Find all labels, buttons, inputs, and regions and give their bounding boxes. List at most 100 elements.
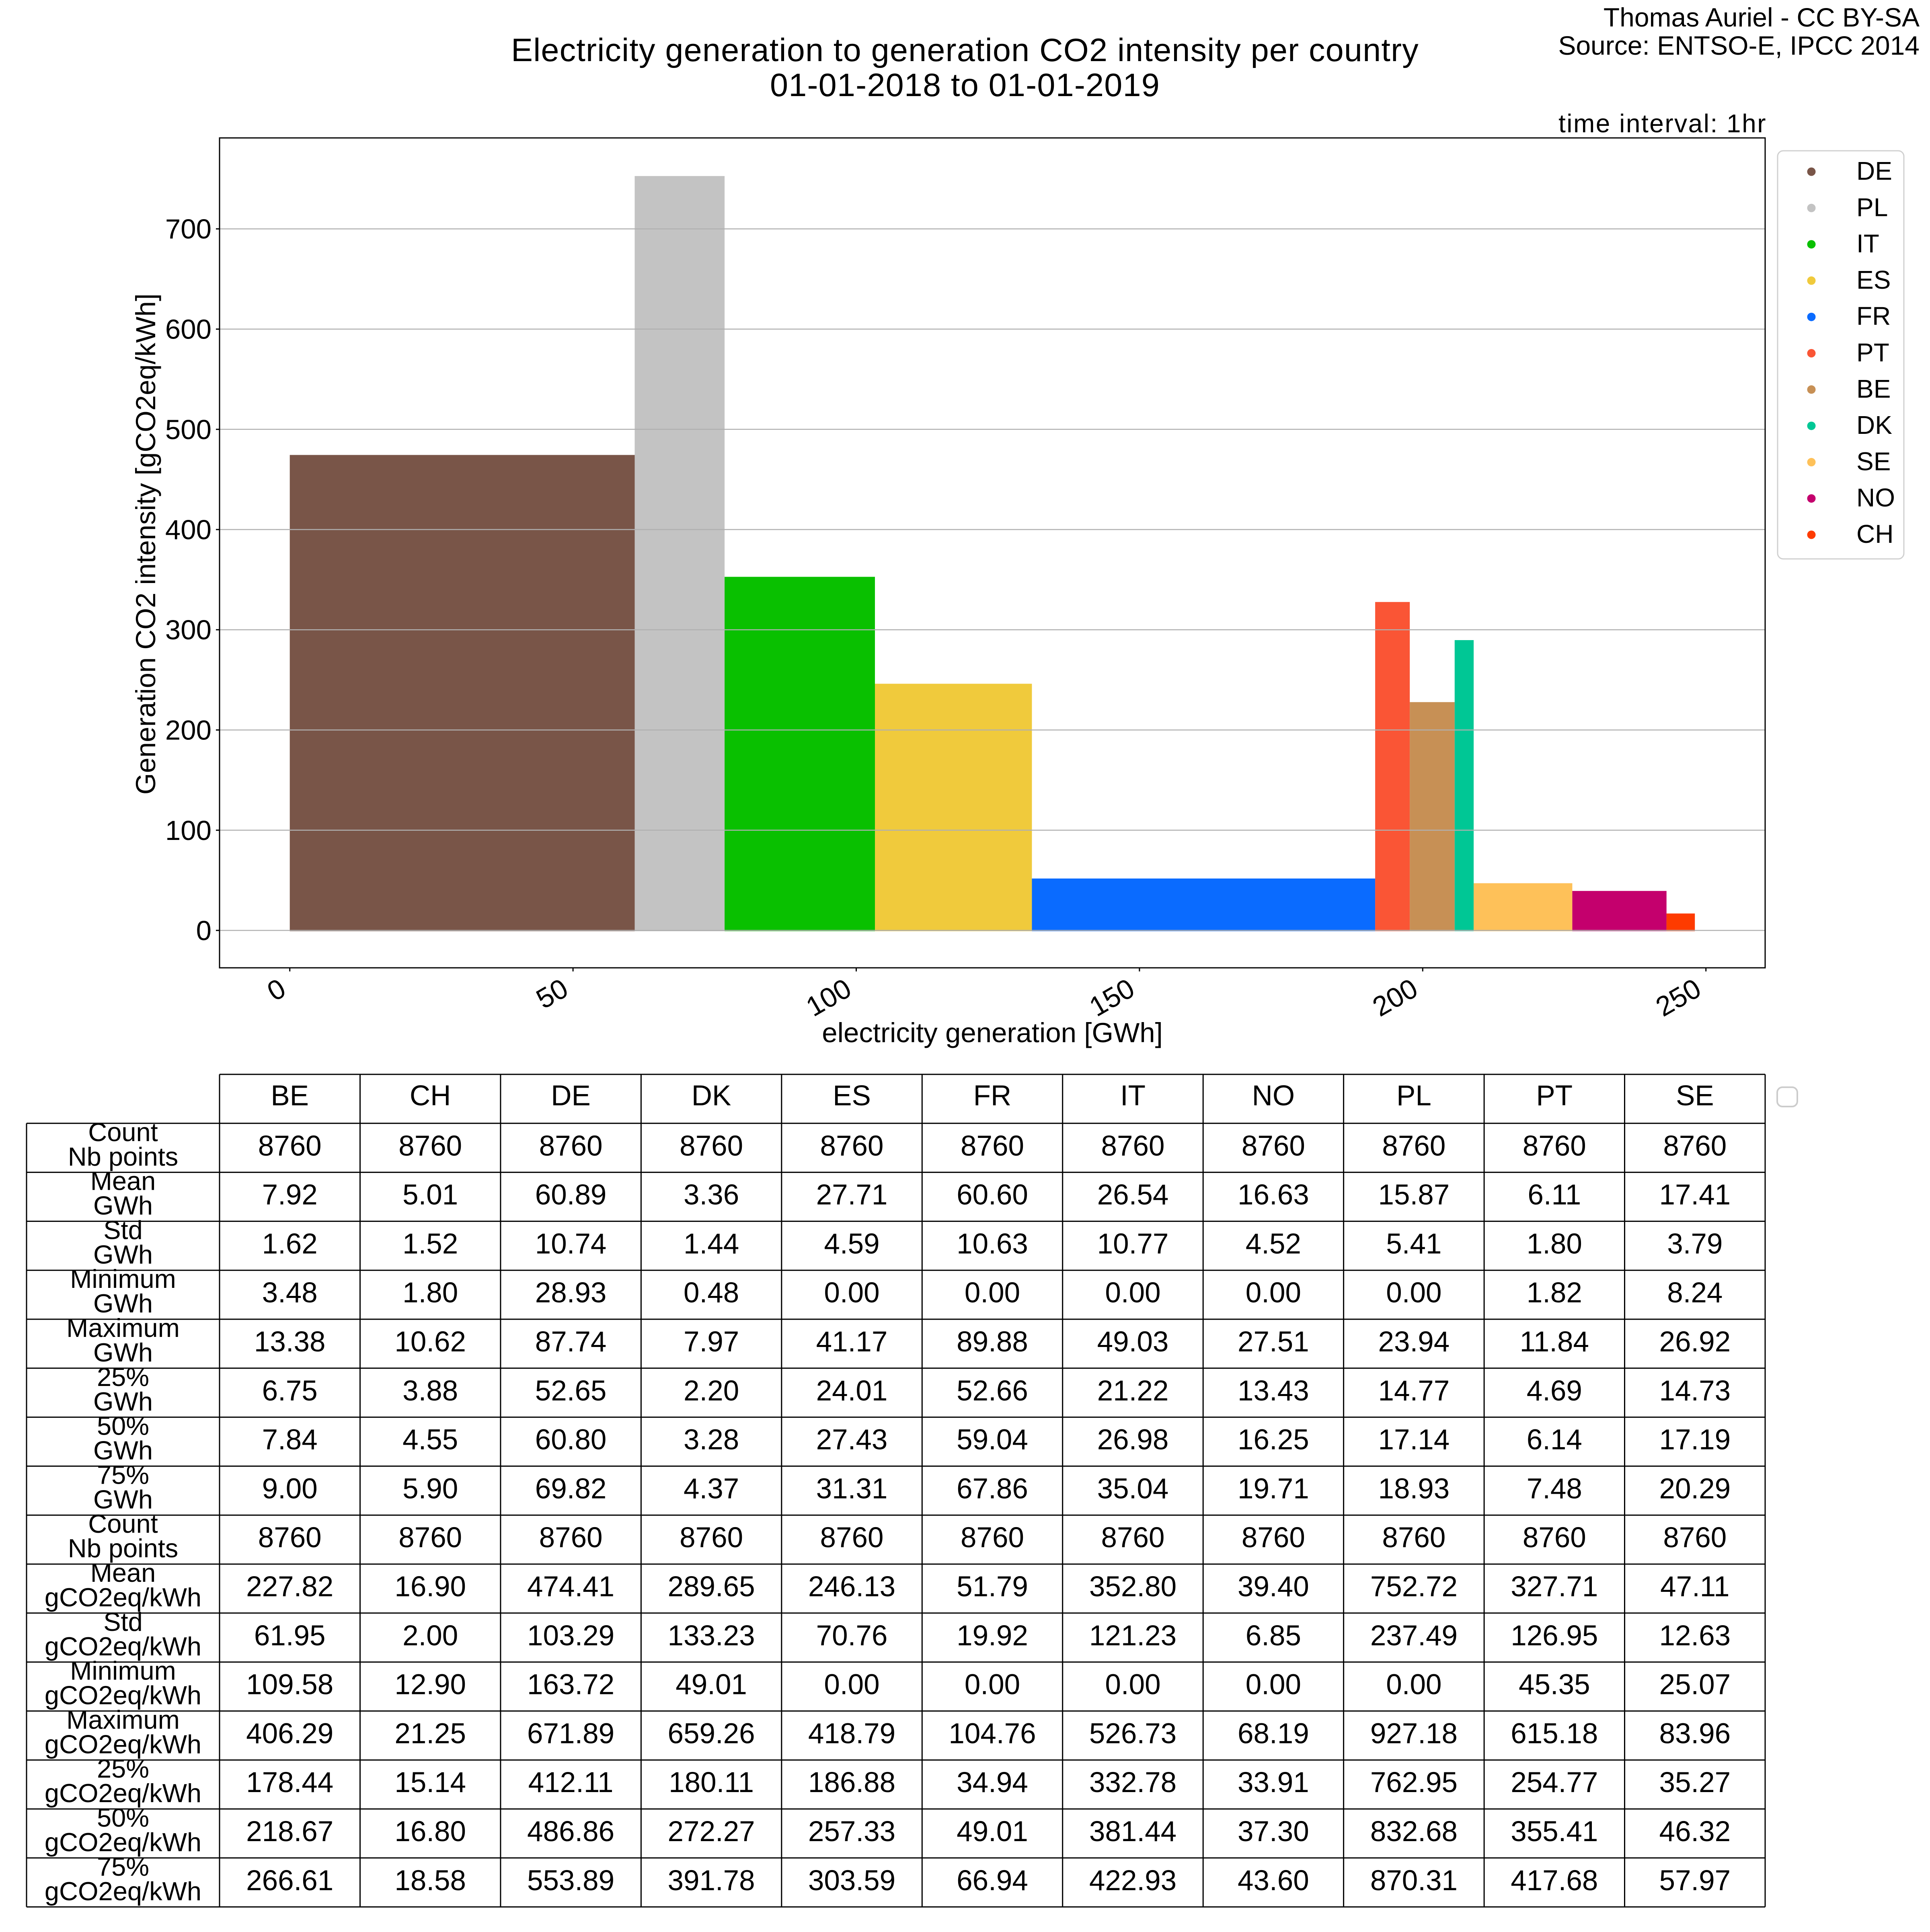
svg-text:6.11: 6.11 (1528, 1179, 1581, 1211)
svg-text:13.38: 13.38 (254, 1326, 326, 1358)
svg-text:45.35: 45.35 (1519, 1669, 1590, 1701)
svg-text:1.62: 1.62 (262, 1228, 318, 1260)
svg-text:1.52: 1.52 (402, 1228, 458, 1260)
svg-text:100: 100 (801, 973, 856, 1022)
svg-text:46.32: 46.32 (1659, 1816, 1731, 1848)
svg-text:254.77: 254.77 (1511, 1767, 1598, 1799)
svg-text:17.14: 17.14 (1378, 1424, 1450, 1456)
svg-text:237.49: 237.49 (1370, 1620, 1458, 1652)
svg-text:10.63: 10.63 (957, 1228, 1028, 1260)
svg-text:67.86: 67.86 (957, 1473, 1028, 1505)
svg-text:0.00: 0.00 (1105, 1669, 1160, 1701)
svg-text:GWh: GWh (93, 1387, 153, 1416)
svg-text:time interval: 1hr: time interval: 1hr (1558, 109, 1767, 138)
svg-text:6.14: 6.14 (1527, 1424, 1582, 1456)
svg-text:gCO2eq/kWh: gCO2eq/kWh (45, 1729, 201, 1759)
svg-text:927.18: 927.18 (1370, 1718, 1458, 1749)
svg-text:15.14: 15.14 (394, 1767, 466, 1799)
svg-text:3.48: 3.48 (262, 1277, 318, 1309)
svg-text:266.61: 266.61 (246, 1865, 333, 1897)
svg-text:0: 0 (262, 973, 291, 1007)
svg-text:8760: 8760 (1242, 1522, 1305, 1554)
svg-text:7.48: 7.48 (1527, 1473, 1582, 1505)
svg-text:180.11: 180.11 (669, 1767, 754, 1799)
svg-text:GWh: GWh (93, 1436, 153, 1465)
svg-text:31.31: 31.31 (816, 1473, 888, 1505)
svg-text:Count: Count (88, 1509, 158, 1538)
svg-text:43.60: 43.60 (1238, 1865, 1309, 1897)
svg-text:18.58: 18.58 (394, 1865, 466, 1897)
svg-text:486.86: 486.86 (527, 1816, 614, 1848)
svg-text:59.04: 59.04 (957, 1424, 1028, 1456)
svg-text:10.62: 10.62 (394, 1326, 466, 1358)
svg-text:6.85: 6.85 (1246, 1620, 1301, 1652)
svg-text:Mean: Mean (90, 1166, 156, 1196)
svg-text:Thomas Auriel - CC BY-SA: Thomas Auriel - CC BY-SA (1604, 2, 1920, 32)
svg-text:500: 500 (165, 414, 211, 445)
svg-text:7.84: 7.84 (262, 1424, 318, 1456)
svg-text:21.22: 21.22 (1097, 1375, 1169, 1407)
svg-text:GWh: GWh (93, 1338, 153, 1367)
svg-text:27.51: 27.51 (1238, 1326, 1309, 1358)
svg-text:35.04: 35.04 (1097, 1473, 1169, 1505)
svg-text:IT: IT (1856, 229, 1879, 258)
svg-text:2.00: 2.00 (402, 1620, 458, 1652)
svg-text:gCO2eq/kWh: gCO2eq/kWh (45, 1681, 201, 1710)
svg-text:0: 0 (196, 915, 211, 946)
svg-text:0.00: 0.00 (1386, 1277, 1441, 1309)
svg-text:163.72: 163.72 (527, 1669, 614, 1701)
svg-text:1.82: 1.82 (1527, 1277, 1582, 1309)
svg-text:Maximum: Maximum (66, 1705, 180, 1734)
svg-text:327.71: 327.71 (1511, 1571, 1598, 1603)
svg-text:gCO2eq/kWh: gCO2eq/kWh (45, 1827, 201, 1857)
svg-text:37.30: 37.30 (1238, 1816, 1309, 1848)
svg-text:4.52: 4.52 (1246, 1228, 1301, 1260)
svg-text:Generation CO2 intensity [gCO2: Generation CO2 intensity [gCO2eq/kWh] (130, 294, 161, 795)
svg-text:25%: 25% (97, 1362, 149, 1392)
svg-text:52.65: 52.65 (535, 1375, 607, 1407)
svg-text:61.95: 61.95 (254, 1620, 326, 1652)
svg-text:8760: 8760 (820, 1522, 884, 1554)
svg-text:332.78: 332.78 (1089, 1767, 1176, 1799)
svg-text:227.82: 227.82 (246, 1571, 333, 1603)
svg-text:IT: IT (1120, 1080, 1146, 1112)
svg-text:4.69: 4.69 (1527, 1375, 1582, 1407)
svg-text:8760: 8760 (680, 1522, 743, 1554)
svg-text:70.76: 70.76 (816, 1620, 888, 1652)
svg-text:0.00: 0.00 (824, 1277, 879, 1309)
svg-text:8760: 8760 (539, 1522, 603, 1554)
svg-text:417.68: 417.68 (1511, 1865, 1598, 1897)
svg-text:gCO2eq/kWh: gCO2eq/kWh (45, 1583, 201, 1612)
svg-text:8760: 8760 (1663, 1130, 1727, 1162)
svg-text:3.28: 3.28 (684, 1424, 739, 1456)
svg-text:50: 50 (531, 973, 573, 1015)
svg-text:CH: CH (1856, 519, 1893, 548)
svg-text:69.82: 69.82 (535, 1473, 607, 1505)
svg-text:21.25: 21.25 (394, 1718, 466, 1749)
svg-text:13.43: 13.43 (1238, 1375, 1309, 1407)
svg-text:526.73: 526.73 (1089, 1718, 1176, 1749)
svg-text:8760: 8760 (398, 1522, 462, 1554)
svg-text:126.95: 126.95 (1511, 1620, 1598, 1652)
svg-text:ES: ES (1856, 265, 1891, 294)
svg-text:electricity generation [GWh]: electricity generation [GWh] (822, 1017, 1163, 1048)
svg-text:4.37: 4.37 (684, 1473, 739, 1505)
svg-text:gCO2eq/kWh: gCO2eq/kWh (45, 1877, 201, 1906)
svg-text:752.72: 752.72 (1370, 1571, 1458, 1603)
svg-text:400: 400 (165, 514, 211, 545)
svg-text:28.93: 28.93 (535, 1277, 607, 1309)
svg-text:66.94: 66.94 (957, 1865, 1028, 1897)
svg-text:75%: 75% (97, 1852, 149, 1881)
svg-text:0.00: 0.00 (824, 1669, 879, 1701)
svg-text:0.00: 0.00 (1246, 1277, 1301, 1309)
svg-text:659.26: 659.26 (668, 1718, 755, 1749)
svg-text:gCO2eq/kWh: gCO2eq/kWh (45, 1778, 201, 1808)
svg-text:870.31: 870.31 (1370, 1865, 1458, 1897)
svg-text:BE: BE (271, 1080, 309, 1112)
svg-text:FR: FR (973, 1080, 1012, 1112)
svg-text:8760: 8760 (258, 1130, 322, 1162)
svg-text:8760: 8760 (1101, 1130, 1165, 1162)
svg-text:GWh: GWh (93, 1289, 153, 1318)
svg-text:14.73: 14.73 (1659, 1375, 1731, 1407)
svg-text:17.19: 17.19 (1659, 1424, 1731, 1456)
